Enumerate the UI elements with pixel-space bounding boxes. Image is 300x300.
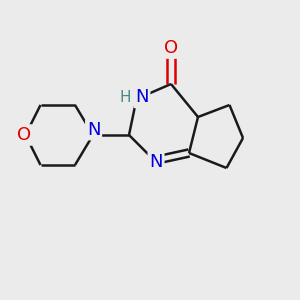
- Text: O: O: [164, 39, 178, 57]
- Text: N: N: [149, 153, 163, 171]
- Text: H: H: [119, 90, 131, 105]
- Text: N: N: [87, 121, 101, 139]
- Text: O: O: [17, 126, 31, 144]
- Text: N: N: [135, 88, 148, 106]
